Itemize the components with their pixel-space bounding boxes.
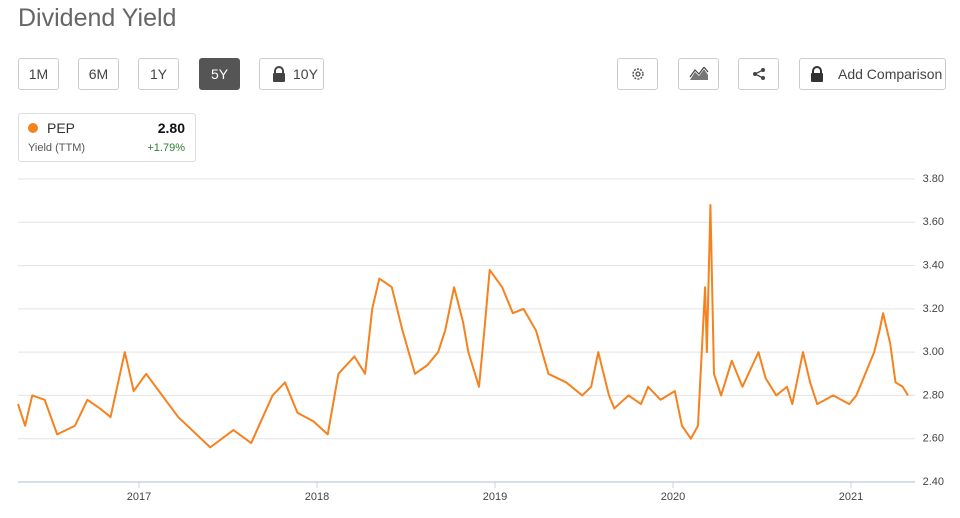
- lock-icon: [273, 66, 285, 82]
- gear-icon: [631, 68, 644, 80]
- data-line: [17, 203, 909, 449]
- y-tick-label: 2.60: [923, 433, 944, 445]
- range-button[interactable]: 1Y: [138, 58, 179, 90]
- x-tick-label: 2018: [305, 491, 329, 503]
- legend-value: 2.80: [157, 120, 185, 136]
- lock-icon: [811, 66, 823, 82]
- y-tick-label: 3.20: [923, 303, 944, 315]
- range-button[interactable]: 1M: [18, 58, 59, 90]
- settings-button[interactable]: [617, 58, 658, 90]
- y-tick-label: 2.40: [923, 476, 944, 488]
- legend-label: Yield (TTM): [28, 142, 86, 154]
- x-tick-label: 2021: [839, 491, 863, 503]
- share-button[interactable]: [738, 58, 779, 90]
- chart-type-button[interactable]: [678, 58, 719, 90]
- y-tick-label: 3.00: [923, 346, 944, 358]
- page-title: Dividend Yield: [18, 4, 177, 32]
- y-tick-label: 3.80: [923, 173, 944, 185]
- legend-change: +1.79%: [147, 142, 185, 154]
- legend-symbol: PEP: [47, 120, 76, 136]
- add-comparison-button[interactable]: Add Comparison: [799, 58, 946, 90]
- share-icon: [752, 68, 765, 80]
- range-button[interactable]: 5Y: [199, 58, 240, 90]
- y-tick-label: 2.80: [923, 389, 944, 401]
- chart-icon: [689, 67, 708, 80]
- legend-dot: [28, 123, 38, 133]
- y-tick-label: 3.40: [923, 259, 944, 271]
- legend-box: PEP 2.80 Yield (TTM) +1.79%: [18, 113, 196, 162]
- range-button[interactable]: 10Y: [259, 58, 324, 90]
- y-tick-label: 3.60: [923, 216, 944, 228]
- x-tick-label: 2020: [661, 491, 685, 503]
- x-tick-label: 2017: [127, 491, 151, 503]
- range-label: 10Y: [293, 66, 318, 82]
- range-button[interactable]: 6M: [78, 58, 119, 90]
- x-tick-label: 2019: [483, 491, 507, 503]
- button-label: Add Comparison: [838, 66, 943, 82]
